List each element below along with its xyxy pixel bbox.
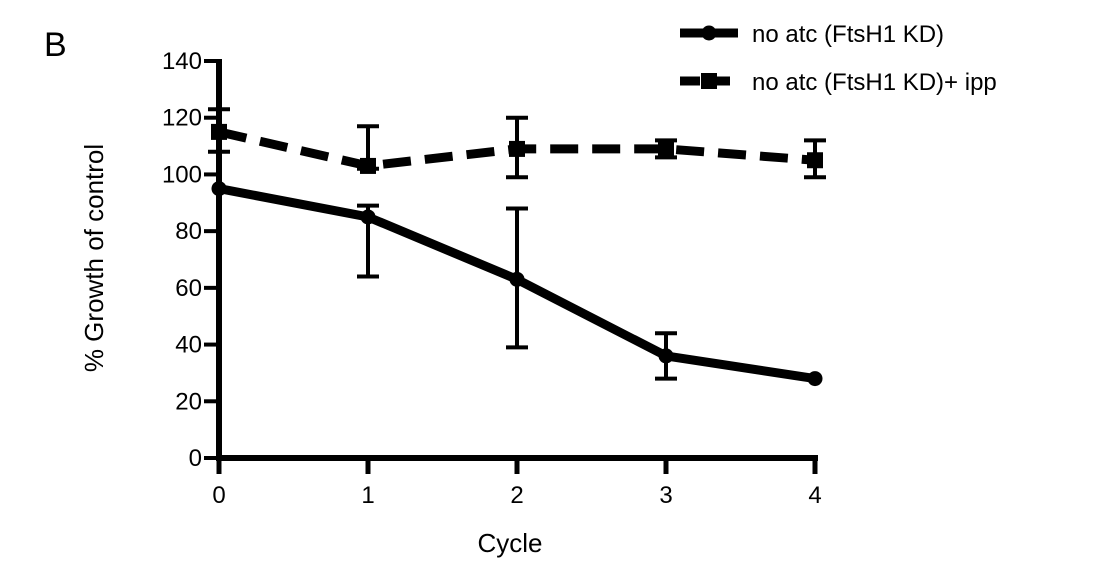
x-tick-label: 2 [510, 482, 523, 509]
data-point [658, 140, 674, 157]
y-tick-label: 140 [162, 48, 202, 75]
legend-item-2: no atc (FtsH1 KD)+ ipp [680, 69, 997, 96]
x-tick-label: 4 [808, 482, 821, 509]
y-tick-label: 60 [175, 275, 202, 302]
legend-swatch-marker [701, 25, 717, 41]
x-tick-label: 1 [361, 482, 374, 509]
y-tick-label: 20 [175, 388, 202, 415]
y-tick-label: 80 [175, 218, 202, 245]
data-point [509, 271, 525, 287]
y-tick-label: 100 [162, 161, 202, 188]
legend-item-1: no atc (FtsH1 KD) [680, 21, 944, 48]
y-tick-label: 120 [162, 105, 202, 132]
data-point [211, 181, 227, 197]
y-tick-label: 40 [175, 332, 202, 359]
series-2 [208, 107, 826, 180]
panel-label: B [44, 26, 67, 64]
y-tick-label: 0 [189, 445, 202, 472]
series-layer [208, 107, 826, 387]
data-point [658, 348, 674, 364]
y-axis-ticks: 0 20 40 60 80 100 120 140 [162, 48, 219, 472]
legend: no atc (FtsH1 KD) no atc (FtsH1 KD)+ ipp [680, 21, 997, 96]
legend-label: no atc (FtsH1 KD) [752, 21, 944, 48]
x-axis-title: Cycle [477, 528, 542, 558]
y-axis-title: % Growth of control [79, 144, 109, 372]
data-point [360, 209, 376, 225]
x-axis-ticks: 0 1 2 3 4 [212, 458, 822, 509]
data-point [509, 140, 525, 157]
data-point [807, 152, 823, 169]
legend-swatch-marker [701, 73, 717, 89]
data-point [807, 371, 823, 387]
x-tick-label: 3 [659, 482, 672, 509]
series-1 [211, 181, 823, 387]
data-point [211, 123, 227, 140]
legend-label: no atc (FtsH1 KD)+ ipp [752, 69, 997, 96]
data-point [360, 157, 376, 174]
x-tick-label: 0 [212, 482, 225, 509]
